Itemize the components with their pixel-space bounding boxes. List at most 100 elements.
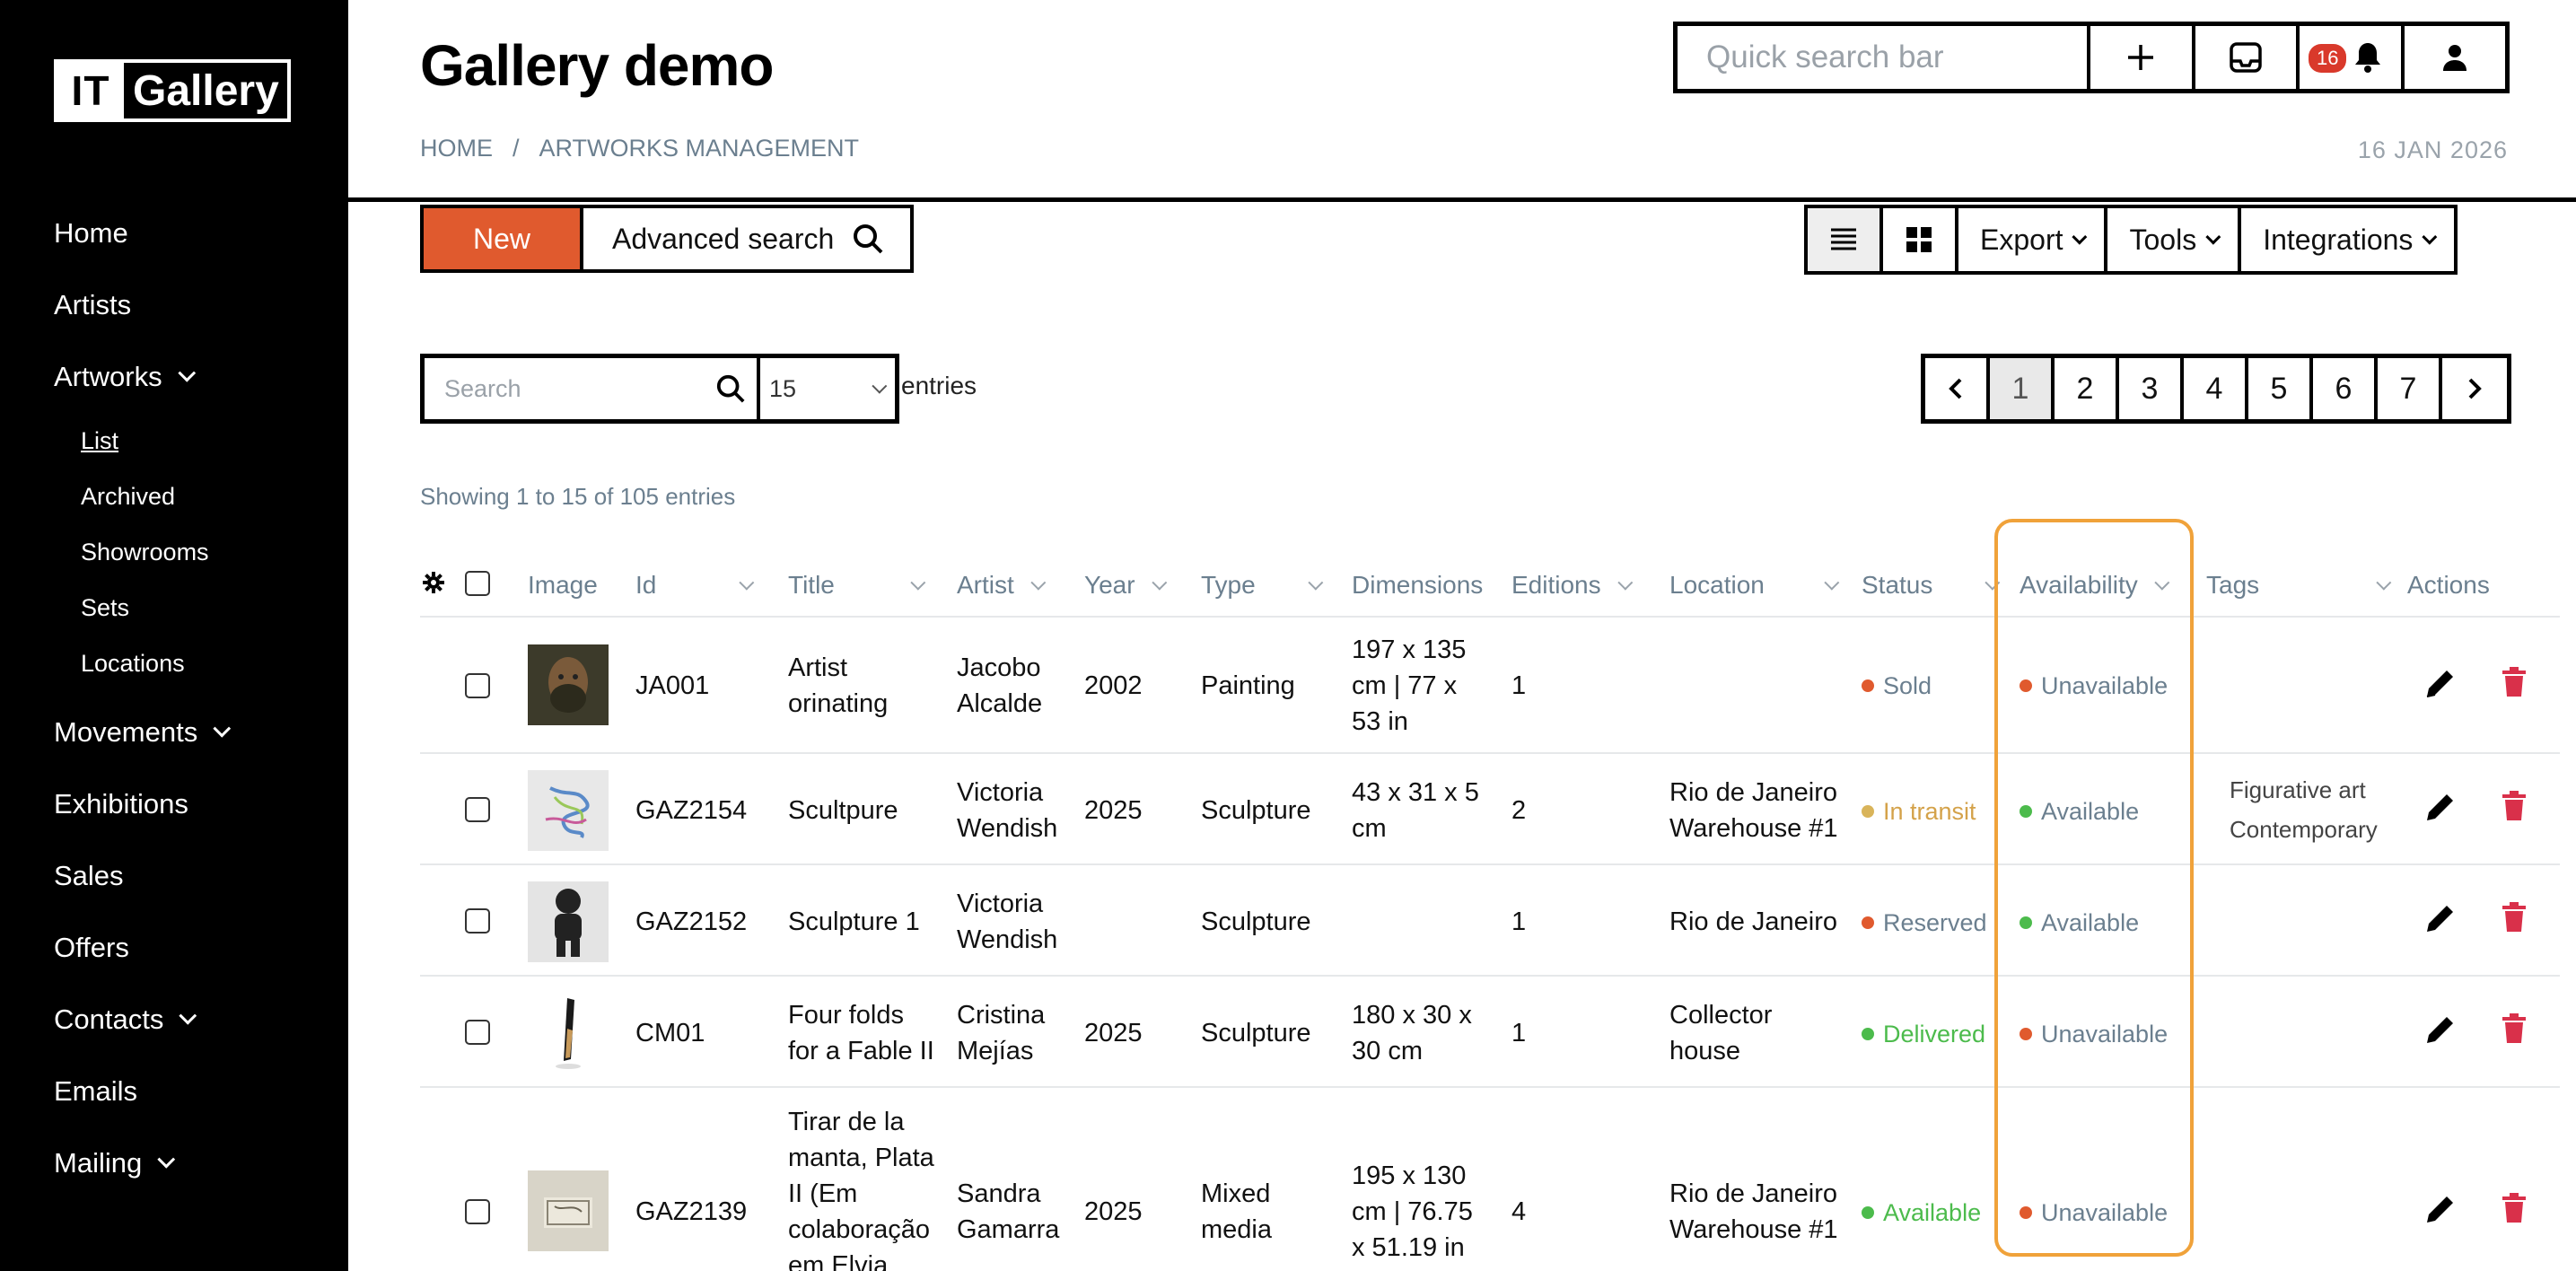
sidebar-subitem-list[interactable]: List [81,426,119,454]
edit-icon[interactable] [2423,1012,2458,1047]
delete-icon[interactable] [2501,901,2528,934]
sidebar-item-home[interactable]: Home [54,197,341,269]
artwork-thumbnail[interactable] [528,1170,609,1251]
chevron-down-icon [2376,574,2392,591]
edit-icon[interactable] [2423,790,2458,824]
export-dropdown[interactable]: Export [1958,208,2108,271]
cell-dimensions: 195 x 130 cm | 76.75 x 51.19 in [1352,1158,1473,1271]
artwork-thumbnail[interactable] [528,644,609,725]
next-page-button[interactable] [2442,358,2507,419]
page-4[interactable]: 4 [2184,358,2248,419]
col-header-title[interactable]: Title [788,567,926,603]
breadcrumb-home[interactable]: HOME [420,135,493,162]
cell-title[interactable]: Four folds for a Fable II [788,997,934,1069]
advanced-search-button[interactable]: Advanced search [580,205,914,273]
integrations-dropdown[interactable]: Integrations [2241,208,2454,271]
artwork-thumbnail[interactable] [528,881,609,962]
sidebar-item-mailing[interactable]: Mailing [54,1127,341,1199]
breadcrumb: HOME / ARTWORKS MANAGEMENT [420,135,859,162]
sidebar-item-offers[interactable]: Offers [54,912,341,984]
row-checkbox[interactable] [465,797,490,822]
row-checkbox[interactable] [465,908,490,934]
col-header-availability[interactable]: Availability [2020,567,2170,603]
cell-artist: Victoria Wendish [957,886,1057,958]
sidebar-subitem-sets[interactable]: Sets [81,593,130,621]
prev-page-button[interactable] [1925,358,1990,419]
col-header-location[interactable]: Location [1669,567,1840,603]
edit-icon[interactable] [2423,901,2458,935]
cell-editions: 1 [1511,907,1527,936]
col-header-status[interactable]: Status [1862,567,2001,603]
notifications-button[interactable]: 16 [2300,26,2405,89]
col-header-tags[interactable]: Tags [2206,567,2392,603]
quick-search-input[interactable]: Quick search bar [1678,26,2090,89]
col-header-editions[interactable]: Editions [1511,567,1633,603]
inbox-button[interactable] [2195,26,2300,89]
status-badge: Reserved [1862,905,1987,941]
cell-artist: Jacobo Alcalde [957,650,1042,722]
current-date: 16 JAN 2026 [2357,136,2508,163]
add-button[interactable] [2090,26,2195,89]
col-header-type[interactable]: Type [1201,567,1324,603]
page-3[interactable]: 3 [2119,358,2184,419]
edit-icon[interactable] [2423,666,2458,700]
chevron-down-icon [1824,574,1840,591]
page-size-select[interactable]: 15 [760,358,895,419]
cell-dimensions: 197 x 135 cm | 77 x 53 in [1352,632,1466,740]
col-header-year[interactable]: Year [1084,567,1167,603]
select-all-checkbox[interactable] [465,571,490,596]
edit-icon[interactable] [2423,1192,2458,1226]
availability-dot [2020,916,2032,929]
page-2[interactable]: 2 [2055,358,2119,419]
cell-dimensions-line: cm | 77 x [1352,671,1458,700]
tools-dropdown[interactable]: Tools [2107,208,2242,271]
new-button[interactable]: New [420,205,580,273]
delete-icon[interactable] [2501,790,2528,822]
sidebar-subitem-archived[interactable]: Archived [81,482,176,510]
col-header-id[interactable]: Id [635,567,755,603]
tag[interactable]: Figurative art [2230,776,2366,803]
delete-icon[interactable] [2501,1012,2528,1045]
col-header-artist[interactable]: Artist [957,567,1047,603]
sidebar-item-movements[interactable]: Movements [54,697,341,768]
table-search-input[interactable]: Search [425,358,760,419]
cell-title[interactable]: Tirar de la manta, Plata II (Em colabora… [788,1104,934,1271]
row-checkbox[interactable] [465,1020,490,1045]
gear-icon[interactable] [422,571,445,594]
col-header-label: Location [1669,571,1765,599]
sidebar-item-exhibitions[interactable]: Exhibitions [54,768,341,840]
delete-icon[interactable] [2501,1192,2528,1224]
sidebar-item-artworks[interactable]: Artworks [54,341,341,413]
cell-title[interactable]: Sculpture 1 [788,907,920,936]
sidebar-subitem-showrooms[interactable]: Showrooms [81,538,209,565]
grid-view-button[interactable] [1883,208,1958,271]
page-5[interactable]: 5 [2248,358,2313,419]
artwork-thumbnail[interactable] [528,993,609,1074]
status-badge: Available [1862,1195,1981,1231]
cell-dimensions-line: cm | 76.75 [1352,1197,1473,1226]
grid-icon [1906,227,1932,252]
cell-title[interactable]: Scultpure [788,796,898,825]
sidebar-subitem-locations[interactable]: Locations [81,649,185,677]
logo[interactable]: IT Gallery [54,59,291,122]
delete-icon[interactable] [2501,666,2528,698]
tag[interactable]: Contemporary [2230,816,2378,843]
artwork-thumbnail[interactable] [528,770,609,851]
cell-year: 2025 [1084,1019,1143,1047]
page-1[interactable]: 1 [1990,358,2055,419]
page-6[interactable]: 6 [2313,358,2378,419]
sidebar-item-contacts[interactable]: Contacts [54,984,341,1056]
page-7[interactable]: 7 [2378,358,2442,419]
cell-title[interactable]: Artist orinating [788,650,888,722]
user-button[interactable] [2405,26,2506,89]
chevron-down-icon [910,574,926,591]
sidebar-item-sales[interactable]: Sales [54,840,341,912]
availability-badge: Unavailable [2020,1195,2168,1231]
col-header-dimensions: Dimensions [1352,567,1483,603]
sidebar-item-artists[interactable]: Artists [54,269,341,341]
sidebar-item-emails[interactable]: Emails [54,1056,341,1127]
row-checkbox[interactable] [465,1199,490,1224]
list-view-button[interactable] [1808,208,1883,271]
availability-label: Unavailable [2041,672,2169,699]
row-checkbox[interactable] [465,673,490,698]
